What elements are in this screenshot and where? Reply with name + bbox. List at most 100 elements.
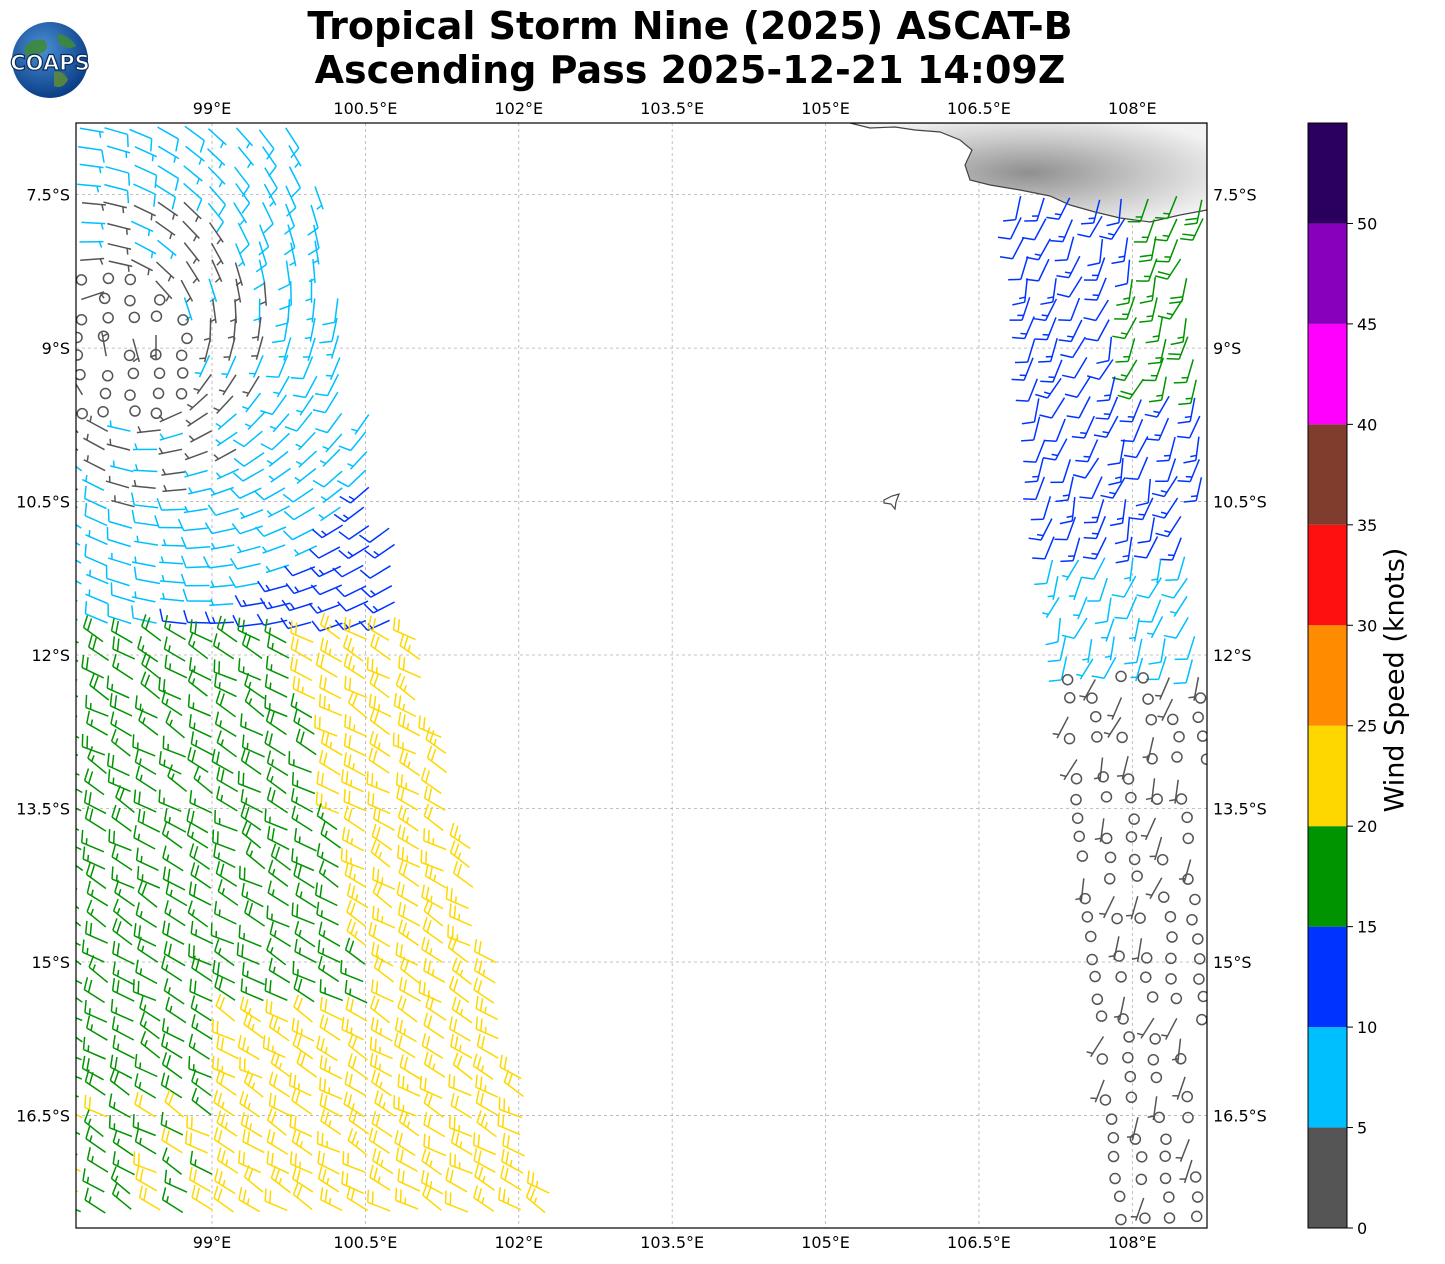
wind-barb [266, 937, 287, 966]
wind-barb [133, 566, 161, 585]
wind-barb [366, 771, 390, 794]
wind-barb [343, 805, 365, 833]
lat-tick-label-right: 15°S [1213, 953, 1252, 972]
wind-barb [106, 438, 131, 451]
wind-barb [368, 921, 391, 948]
wind-barb [266, 750, 289, 777]
wind-barb [448, 1073, 472, 1097]
wind-barb [1046, 197, 1071, 220]
wind-barb [241, 632, 263, 660]
wind-barb [251, 336, 264, 360]
wind-barb [238, 924, 262, 948]
wind-barb [423, 803, 444, 832]
wind-barb [182, 220, 200, 242]
wind-barb [254, 487, 286, 501]
wind-barb [423, 898, 444, 927]
wind-barb [264, 618, 287, 644]
wind-barb [188, 714, 212, 738]
wind-barb [304, 317, 316, 342]
wind-barb [1129, 497, 1154, 521]
wind-barb [1138, 236, 1157, 263]
wind-barb [316, 1131, 341, 1153]
wind-barb [314, 714, 338, 737]
wind-barb [1032, 536, 1055, 560]
wind-barb [285, 583, 317, 595]
wind-barb [260, 394, 288, 416]
wind-barb [473, 957, 496, 984]
wind-barb [374, 1090, 396, 1117]
wind-barb [131, 591, 156, 603]
wind-barb [112, 653, 134, 681]
wind-barb-calm [1165, 973, 1177, 985]
wind-barb [79, 240, 104, 248]
wind-barb-calm [1128, 853, 1141, 866]
wind-barb [293, 545, 318, 557]
wind-barb-calm [1131, 870, 1143, 882]
wind-barb [270, 843, 292, 871]
island-outline [883, 493, 900, 511]
wind-barb [292, 676, 316, 700]
wind-barb [241, 962, 266, 986]
wind-barb [1024, 197, 1045, 222]
wind-barb [183, 242, 200, 264]
wind-barb [83, 455, 106, 472]
wind-barb [134, 146, 158, 162]
wind-barb [424, 863, 447, 889]
wind-barb [257, 580, 289, 593]
wind-barb-calm [1196, 730, 1207, 742]
wind-barb [77, 183, 102, 193]
wind-barb [163, 636, 186, 662]
wind-barb [105, 165, 131, 186]
wind-barb-calm [1149, 1033, 1161, 1045]
wind-barb [1161, 1017, 1178, 1040]
wind-barb [82, 1168, 105, 1193]
wind-barb [1093, 415, 1119, 438]
wind-barb [214, 711, 237, 738]
wind-barb [319, 996, 343, 1021]
wind-barb [188, 1056, 212, 1079]
wind-barb [1059, 497, 1076, 525]
wind-barb-calm [1181, 811, 1193, 824]
wind-barb [232, 468, 265, 482]
wind-barb-calm [1076, 850, 1089, 862]
wind-barb [1147, 338, 1167, 365]
wind-barb [265, 708, 287, 736]
wind-barb [358, 527, 390, 543]
wind-barb [338, 525, 370, 540]
wind-barb [1079, 679, 1096, 701]
wind-barb [498, 1186, 522, 1211]
wind-barb [395, 942, 419, 966]
wind-barb [1123, 436, 1149, 459]
wind-barb [134, 1053, 158, 1078]
wind-barb [76, 588, 78, 602]
wind-barb [497, 1112, 521, 1136]
wind-barb [397, 845, 421, 868]
wind-barb-calm [1061, 673, 1074, 686]
wind-barb [502, 1132, 525, 1157]
wind-barb [341, 769, 364, 793]
wind-barb [109, 693, 133, 717]
wind-barb-calm [1115, 670, 1127, 683]
wind-barb [265, 354, 289, 378]
wind-barb [88, 955, 109, 983]
wind-barb [162, 484, 187, 493]
wind-barb [451, 996, 473, 1024]
wind-barb [368, 693, 392, 718]
wind-barb [370, 979, 394, 1003]
wind-barb-calm [1115, 1213, 1127, 1226]
wind-barb [240, 803, 262, 831]
wind-barb [85, 1126, 107, 1154]
wind-barb [202, 556, 234, 569]
wind-barb [1042, 438, 1068, 461]
wind-barb [215, 860, 238, 887]
wind-barb [1178, 859, 1192, 883]
wind-barb [213, 395, 234, 414]
wind-barb [1061, 559, 1080, 581]
wind-barb [79, 163, 104, 174]
wind-barb [111, 844, 133, 871]
wind-barb [1107, 439, 1126, 466]
wind-barb [161, 468, 186, 476]
wind-barb [261, 544, 286, 554]
wind-barb [80, 829, 105, 853]
wind-barb [111, 866, 135, 889]
